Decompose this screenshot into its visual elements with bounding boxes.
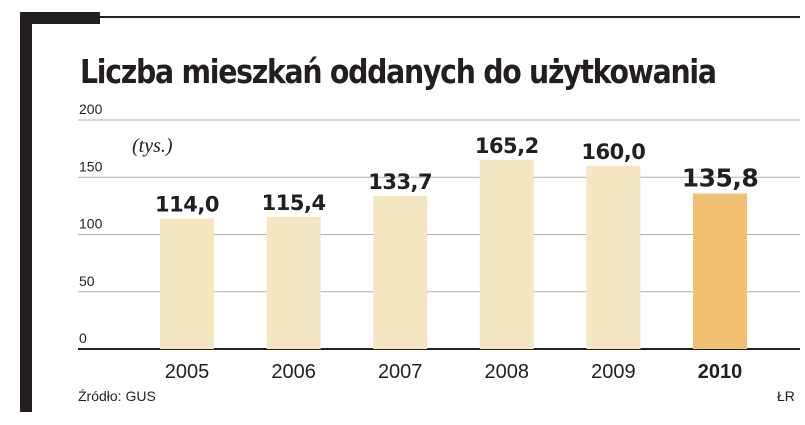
y-tick-label: 150 — [79, 158, 103, 174]
category-label-2009: 2009 — [591, 361, 636, 383]
value-label-2007: 133,7 — [368, 170, 432, 194]
bar-2010 — [693, 193, 747, 349]
frame-top-rule — [100, 16, 800, 18]
bar-2006 — [266, 216, 321, 349]
value-label-2006: 115,4 — [262, 191, 326, 215]
category-label-2006: 2006 — [271, 361, 316, 383]
category-label-2007: 2007 — [378, 361, 423, 383]
chart-title: Liczba mieszkań oddanych do użytkowania — [80, 52, 717, 91]
value-label-2005: 114,0 — [155, 192, 219, 216]
author-initials: ŁR — [777, 388, 795, 404]
category-label-2005: 2005 — [165, 361, 210, 383]
frame-top-bar — [20, 12, 100, 24]
y-tick-label: 50 — [79, 273, 95, 289]
value-label-2008: 165,2 — [475, 134, 539, 158]
value-label-2009: 160,0 — [581, 140, 645, 164]
unit-label: (tys.) — [132, 135, 173, 157]
y-tick-label: 200 — [79, 101, 103, 117]
labels: 0 50 100 150 200 114,0 2005 115,4 2006 133,7 2007 1… — [79, 101, 759, 383]
value-label-2010: 135,8 — [682, 164, 759, 193]
bar-2008 — [479, 159, 534, 349]
bars — [160, 159, 747, 349]
category-label-2008: 2008 — [485, 361, 530, 383]
bar-2007 — [373, 195, 428, 349]
y-tick-label: 0 — [79, 330, 87, 346]
category-label-2010: 2010 — [698, 361, 743, 383]
bar-2009 — [586, 165, 641, 349]
source-note: Źródło: GUS — [78, 388, 156, 404]
bar-2005 — [160, 218, 214, 349]
frame-left-bar — [20, 12, 32, 412]
y-tick-label: 100 — [79, 216, 103, 232]
